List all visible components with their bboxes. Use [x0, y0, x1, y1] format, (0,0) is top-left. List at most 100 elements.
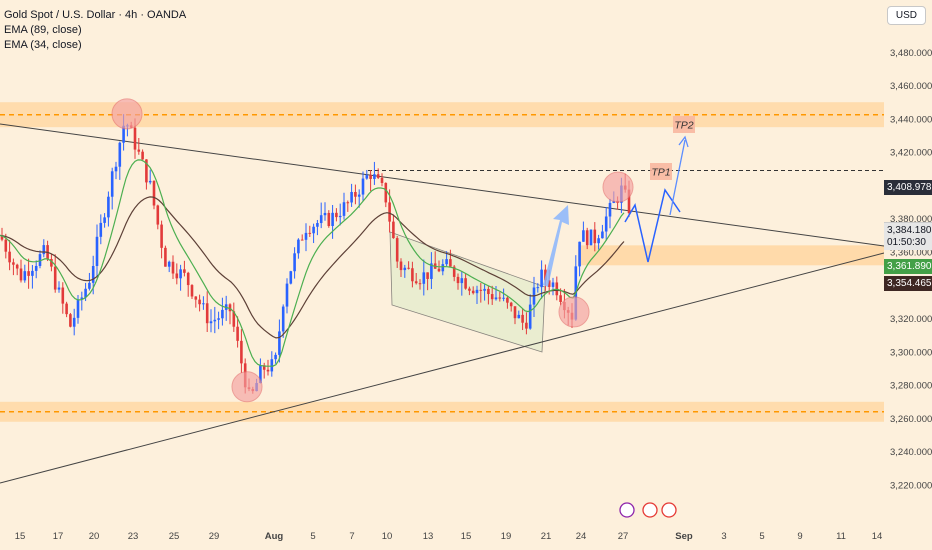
candle-body	[350, 191, 353, 203]
candle-body	[274, 354, 277, 360]
ema-89-label[interactable]: EMA (89, close)	[4, 24, 82, 36]
candle-body	[597, 238, 600, 244]
x-tick-label: 9	[797, 531, 802, 542]
candle-body	[411, 268, 414, 282]
time-axis: 15 17 20 23 25 29 Aug 5 7 10 13 15 19 21 24 27 Sep 3 5 9 11 1…	[15, 531, 883, 542]
breakout-price-tag: 3,408.978	[884, 180, 932, 195]
candle-body	[61, 287, 65, 304]
candle-body	[183, 269, 186, 273]
y-tick-label: 3,220.000	[890, 481, 932, 492]
candle-body	[38, 254, 42, 266]
x-tick-label: 24	[576, 531, 587, 542]
candle-body	[502, 297, 505, 299]
candle-body	[194, 296, 198, 300]
candle-body	[31, 270, 34, 276]
candle-body	[221, 309, 224, 319]
candle-body	[312, 226, 315, 234]
candle-body	[300, 239, 304, 241]
candles	[0, 114, 631, 394]
breakout-arrow	[543, 205, 569, 287]
candle-body	[65, 303, 68, 315]
candle-body	[80, 297, 84, 300]
symbol-title[interactable]: Gold Spot / U.S. Dollar · 4h · OANDA	[4, 9, 187, 21]
candle-body	[559, 295, 562, 302]
candle-body	[107, 196, 110, 218]
candle-body	[145, 159, 148, 183]
ascending-trendline	[0, 252, 885, 484]
candle-body	[471, 290, 475, 294]
x-tick-label: Aug	[265, 531, 284, 542]
candle-body	[12, 262, 15, 265]
candle-body	[179, 269, 182, 279]
us-flag-event-icon	[661, 502, 677, 518]
candle-body	[289, 271, 293, 284]
candle-body	[198, 299, 201, 305]
y-tick-label: 3,460.000	[890, 81, 932, 92]
candle-body	[232, 311, 236, 327]
currency-selector[interactable]: USD	[886, 6, 926, 25]
x-tick-label: 17	[53, 531, 64, 542]
candle-body	[547, 280, 551, 287]
ema-34-line	[0, 159, 625, 367]
candle-body	[236, 326, 239, 341]
tp2-arrow	[669, 139, 686, 216]
candle-body	[137, 149, 141, 152]
descending-trendline	[0, 123, 885, 247]
candle-body	[228, 304, 232, 312]
peak-circle	[111, 98, 143, 130]
x-tick-label: 25	[169, 531, 180, 542]
candle-body	[76, 299, 80, 318]
x-tick-label: 15	[15, 531, 26, 542]
candle-body	[4, 239, 8, 252]
candle-body	[217, 318, 220, 320]
ema-34-label[interactable]: EMA (34, close)	[4, 39, 82, 51]
candle-body	[266, 369, 270, 372]
candle-body	[479, 289, 483, 291]
candle-body	[506, 297, 509, 303]
lightning-event-icon	[619, 502, 635, 518]
x-tick-label: 15	[461, 531, 472, 542]
candle-body	[452, 266, 456, 277]
candle-body	[190, 285, 194, 297]
candle-body	[528, 304, 532, 329]
y-tick-label: 3,300.000	[890, 347, 932, 358]
y-tick-label: 3,320.000	[890, 314, 932, 325]
candle-body	[304, 232, 308, 240]
candle-body	[380, 177, 384, 183]
x-tick-label: Sep	[675, 531, 693, 542]
candle-body	[133, 127, 137, 150]
y-tick-label: 3,360.000	[890, 248, 932, 259]
candle-body	[278, 331, 281, 355]
candle-body	[388, 202, 391, 222]
candle-body	[323, 212, 327, 216]
x-tick-label: 29	[209, 531, 220, 542]
last-price-tag: 3,384.180	[884, 222, 932, 238]
candle-body	[627, 189, 631, 214]
candle-body	[437, 268, 441, 272]
candle-body	[517, 314, 521, 319]
candle-body	[319, 215, 323, 224]
candle-body	[164, 247, 167, 267]
projected-path	[624, 188, 681, 263]
candle-body	[468, 288, 471, 291]
y-tick-label: 3,440.000	[890, 114, 932, 125]
candle-body	[205, 303, 209, 324]
candle-body	[365, 175, 369, 179]
candle-body	[494, 297, 498, 300]
low-circle	[231, 371, 263, 403]
candle-body	[259, 365, 262, 384]
candle-body	[460, 278, 464, 284]
candle-body	[148, 180, 152, 183]
candle-body	[551, 282, 555, 287]
descending-channel	[389, 231, 546, 353]
candle-body	[464, 278, 467, 289]
candle-body	[335, 212, 338, 218]
candle-body	[167, 261, 171, 267]
ema-slow-price-tag: 3,354.465	[884, 276, 932, 291]
candle-body	[357, 194, 361, 197]
candle-body	[441, 264, 445, 272]
candle-body	[175, 273, 179, 279]
candle-body	[536, 287, 540, 289]
